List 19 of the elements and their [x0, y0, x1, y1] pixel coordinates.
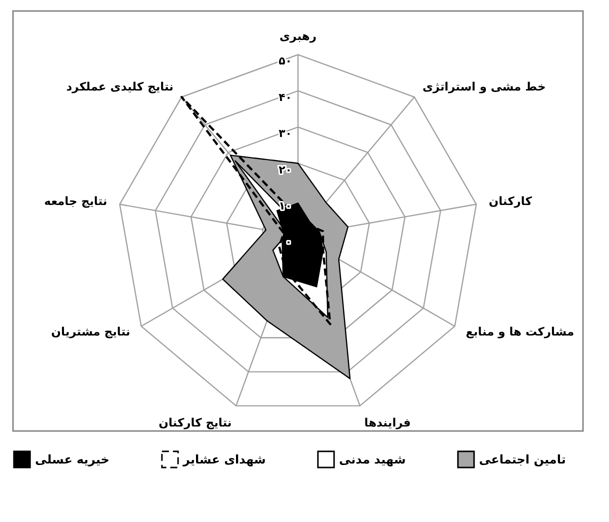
spoke-label: رهبری	[280, 28, 316, 43]
spoke-label: نتایج مشتریان	[51, 324, 130, 339]
y-tick-label: ۰	[285, 236, 292, 249]
spoke-label: نتایج کارکنان	[158, 416, 232, 430]
legend-label: تامین اجتماعی	[479, 452, 566, 466]
legend-label: خیریه عسلی	[35, 452, 110, 466]
y-tick-label: ۲۰	[278, 163, 292, 176]
legend-label: شهید مدنی	[339, 452, 406, 466]
y-tick-label: ۱۰	[278, 199, 292, 212]
spoke-label: خط مشی و استراتژی	[422, 79, 546, 94]
legend-label: شهدای عشایر	[182, 452, 266, 466]
spoke-label: مشارکت ها و منابع	[466, 324, 574, 339]
spoke-label: کارکنان	[488, 194, 532, 208]
spoke-label: نتایج جامعه	[44, 194, 108, 208]
spoke-label: فرایندها	[364, 416, 411, 430]
y-tick-label: ۴۰	[278, 90, 292, 104]
y-tick-label: ۳۰	[278, 127, 292, 140]
spoke-label: نتایج کلیدی عملکرد	[66, 79, 174, 94]
y-tick-label: ۵۰	[278, 54, 292, 68]
